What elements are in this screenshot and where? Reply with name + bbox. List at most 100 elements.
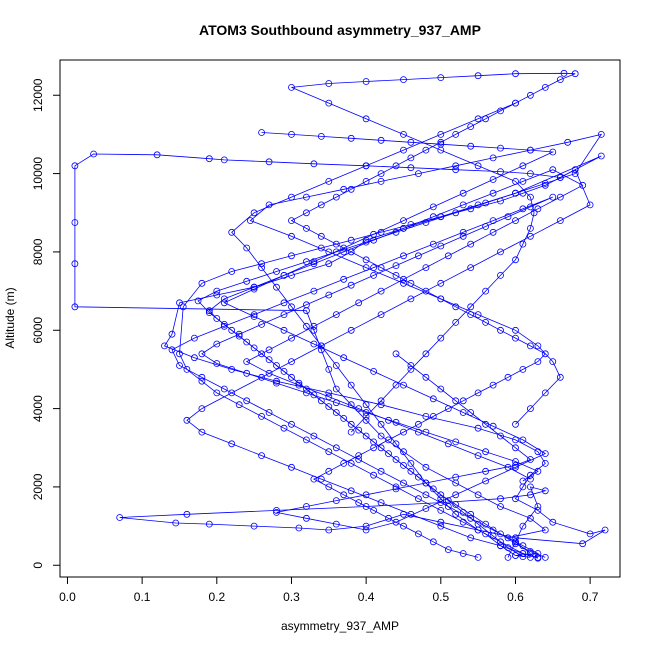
data-point	[556, 373, 564, 381]
data-point	[527, 491, 534, 499]
data-point	[482, 318, 490, 326]
data-point	[482, 420, 490, 428]
data-point	[228, 228, 236, 236]
data-point	[400, 279, 407, 287]
data-point	[482, 287, 490, 295]
data-point	[310, 340, 318, 348]
x-tick-label: 0.7	[582, 590, 599, 604]
data-point	[519, 436, 527, 444]
data-point	[527, 471, 534, 479]
data-point	[246, 217, 254, 225]
data-point	[452, 510, 460, 518]
data-point	[400, 428, 407, 436]
data-point	[183, 510, 191, 518]
data-point	[437, 295, 445, 303]
data-point	[258, 452, 266, 460]
data-point	[332, 399, 340, 407]
data-point	[497, 542, 504, 550]
data-point	[355, 426, 363, 434]
data-point	[355, 299, 363, 307]
data-point	[220, 322, 228, 330]
data-point	[198, 405, 206, 413]
data-point	[489, 381, 497, 389]
data-point	[414, 420, 422, 428]
data-point	[541, 450, 549, 458]
data-point	[467, 534, 475, 542]
data-point	[459, 550, 467, 557]
data-point	[497, 248, 504, 256]
data-point	[541, 350, 549, 358]
data-point	[362, 78, 370, 85]
data-point	[243, 397, 251, 405]
y-tick-label: 6000	[31, 317, 45, 344]
data-point	[310, 322, 318, 330]
data-point	[198, 350, 206, 358]
data-point	[243, 358, 251, 366]
data-point	[534, 358, 542, 366]
data-point	[549, 148, 557, 156]
data-point	[258, 412, 266, 420]
data-point	[176, 362, 183, 369]
data-point	[213, 287, 221, 295]
data-point	[235, 401, 243, 409]
data-point	[71, 303, 79, 311]
data-point	[452, 166, 460, 174]
data-point	[534, 506, 542, 514]
data-point	[392, 350, 400, 358]
data-point	[459, 201, 467, 209]
data-point	[444, 252, 452, 260]
data-point	[527, 550, 534, 557]
data-point	[243, 244, 251, 252]
data-point	[243, 369, 251, 377]
data-point	[512, 461, 519, 469]
data-point	[280, 271, 288, 279]
data-point	[362, 412, 370, 420]
data-point	[347, 428, 355, 436]
data-point	[519, 189, 527, 197]
data-point	[317, 475, 325, 483]
data-point	[325, 389, 333, 397]
data-point	[302, 436, 310, 444]
data-point	[422, 264, 430, 272]
data-point	[407, 467, 415, 475]
data-point	[190, 334, 198, 342]
data-point	[355, 499, 363, 507]
y-axis: 0 2000 4000 6000 8000 10000 12000	[31, 78, 61, 569]
data-point	[220, 299, 228, 307]
data-point	[90, 150, 97, 158]
data-point	[512, 326, 519, 334]
data-point	[310, 258, 318, 266]
data-point	[422, 350, 430, 358]
data-point	[512, 99, 519, 107]
data-point	[392, 271, 400, 279]
data-point	[362, 256, 370, 264]
data-point	[497, 432, 504, 440]
data-point	[560, 69, 568, 77]
data-point	[527, 203, 534, 211]
data-point	[325, 365, 333, 373]
data-point	[302, 514, 310, 522]
data-point	[340, 459, 348, 467]
data-point	[519, 365, 527, 373]
data-point	[220, 156, 228, 164]
data-point	[317, 244, 325, 252]
y-tick-label: 2000	[31, 473, 45, 500]
data-point	[362, 526, 370, 534]
data-point	[302, 389, 310, 397]
data-point	[302, 322, 310, 330]
data-point	[534, 503, 542, 510]
data-point	[512, 420, 519, 428]
data-point	[273, 379, 280, 387]
data-point	[325, 99, 333, 107]
data-point	[347, 185, 355, 193]
data-point	[190, 354, 198, 362]
data-point	[459, 232, 467, 240]
x-tick-label: 0.5	[432, 590, 449, 604]
data-point	[340, 244, 348, 252]
data-point	[467, 264, 475, 272]
data-point	[377, 264, 385, 272]
data-point	[392, 418, 400, 426]
data-point	[467, 311, 475, 319]
data-point	[549, 358, 557, 366]
x-tick-label: 0.1	[134, 590, 151, 604]
